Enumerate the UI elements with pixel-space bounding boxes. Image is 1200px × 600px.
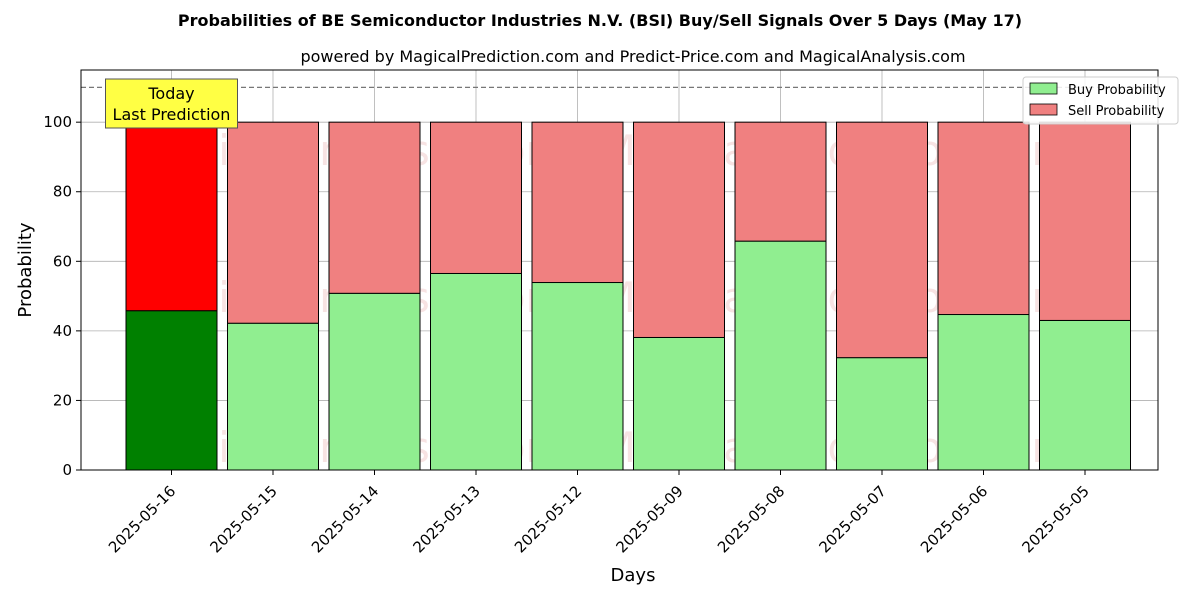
x-axis-label: Days bbox=[611, 565, 656, 586]
annotation-line: Last Prediction bbox=[113, 105, 231, 124]
y-axis-label: Probability bbox=[15, 222, 36, 317]
bar-buy-2025-05-08 bbox=[734, 240, 827, 471]
bar-buy-2025-05-05 bbox=[1039, 319, 1131, 471]
bar-buy-2025-05-12 bbox=[531, 282, 624, 471]
y-axis: 0 20 40 60 80 100 bbox=[43, 113, 81, 479]
plot-frame bbox=[80, 69, 1159, 471]
x-axis: 2025-05-16 2025-05-15 2025-05-14 2025-05-13… bbox=[105, 470, 1093, 556]
annotation-line: Today bbox=[147, 84, 194, 103]
chart-title: Probabilities of BE Semiconductor Indust… bbox=[178, 11, 1022, 30]
x-tick-label: 2025-05-07 bbox=[815, 482, 889, 556]
today-annotation: Today Last Prediction bbox=[105, 78, 238, 129]
y-tick-label: 40 bbox=[53, 322, 72, 340]
x-tick-label: 2025-05-08 bbox=[714, 482, 788, 556]
bar-buy-2025-05-07 bbox=[836, 357, 928, 471]
legend-label-sell: Sell Probability bbox=[1068, 104, 1165, 119]
legend-swatch-buy bbox=[1029, 82, 1058, 95]
bar-sell-2025-05-13 bbox=[430, 121, 522, 274]
y-tick-label: 100 bbox=[43, 113, 72, 131]
bars bbox=[125, 121, 1131, 471]
bar-sell-2025-05-09 bbox=[633, 121, 725, 338]
y-tick-label: 0 bbox=[62, 461, 72, 479]
y-tick-label: 60 bbox=[53, 252, 72, 270]
y-tick-label: 80 bbox=[53, 183, 72, 201]
legend: Buy Probability Sell Probability bbox=[1022, 76, 1179, 125]
bar-sell-2025-05-12 bbox=[531, 121, 624, 284]
bar-buy-2025-05-14 bbox=[328, 292, 421, 471]
x-tick-label: 2025-05-13 bbox=[409, 482, 483, 556]
legend-swatch-sell bbox=[1029, 103, 1058, 116]
bar-sell-2025-05-15 bbox=[227, 121, 319, 324]
annotation-box bbox=[105, 78, 238, 129]
bar-buy-2025-05-13 bbox=[430, 272, 522, 471]
bar-buy-2025-05-15 bbox=[227, 322, 319, 471]
x-tick-label: 2025-05-05 bbox=[1018, 482, 1092, 556]
x-tick-label: 2025-05-06 bbox=[917, 482, 991, 556]
x-tick-label: 2025-05-16 bbox=[105, 482, 179, 556]
x-tick-label: 2025-05-15 bbox=[206, 482, 280, 556]
x-tick-label: 2025-05-09 bbox=[612, 482, 686, 556]
bar-sell-2025-05-06 bbox=[937, 121, 1030, 316]
bar-sell-2025-05-05 bbox=[1039, 121, 1131, 321]
bar-buy-2025-05-06 bbox=[937, 314, 1030, 471]
bar-sell-2025-05-07 bbox=[836, 121, 928, 359]
y-tick-label: 20 bbox=[53, 391, 72, 409]
bar-buy-2025-05-16 bbox=[125, 310, 218, 471]
bar-sell-2025-05-08 bbox=[734, 121, 827, 242]
legend-label-buy: Buy Probability bbox=[1068, 83, 1166, 98]
x-tick-label: 2025-05-12 bbox=[511, 482, 585, 556]
chart-subtitle: powered by MagicalPrediction.com and Pre… bbox=[300, 47, 965, 66]
legend-box bbox=[1022, 76, 1179, 125]
x-tick-label: 2025-05-14 bbox=[308, 482, 382, 556]
bar-sell-2025-05-14 bbox=[328, 121, 421, 294]
bar-sell-2025-05-16 bbox=[125, 121, 218, 312]
bar-buy-2025-05-09 bbox=[633, 336, 725, 471]
